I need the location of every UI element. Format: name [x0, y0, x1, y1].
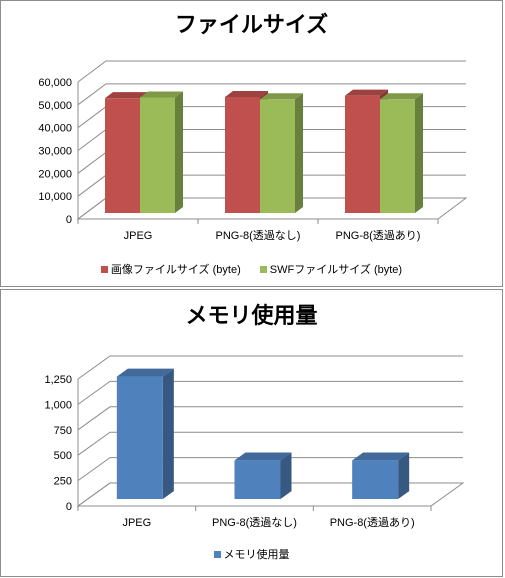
gridline — [77, 431, 463, 456]
y-tick-label: 40,000 — [38, 123, 72, 135]
file-size-chart-plot: 0 10,000 20,000 30,000 40,000 50,000 60,000 JPE… — [38, 60, 468, 242]
chart-legend: メモリ使用量 — [1, 546, 502, 562]
y-tick-label: 30,000 — [38, 146, 72, 158]
y-tick-label: 1,000 — [44, 399, 72, 411]
chart-title: ファイルサイズ — [174, 12, 329, 37]
bar-top — [345, 89, 388, 96]
legend-item-swf-size: SWFファイルサイズ (byte) — [259, 261, 403, 277]
bar-front — [380, 99, 415, 213]
gridline — [77, 380, 463, 405]
x-tick-label: PNG-8(透過あり) — [336, 229, 421, 242]
y-tick-label: 0 — [66, 501, 72, 513]
bar-top — [140, 91, 183, 98]
legend-swatch — [100, 265, 108, 273]
y-tick-label: 60,000 — [38, 77, 72, 89]
bar-2-1 — [380, 93, 423, 213]
chart-legend: 画像ファイルサイズ (byte) SWFファイルサイズ (byte) — [1, 261, 502, 277]
bar-side — [398, 452, 410, 499]
y-tick-label: 0 — [66, 214, 72, 226]
memory-usage-chart-panel: メモリ使用量 0 250 500 750 1,000 1,250 JPEG PNG-8(透過な… — [0, 289, 503, 577]
x-tick-label: JPEG — [122, 517, 151, 529]
x-tick-label: PNG-8(透過なし) — [212, 516, 297, 529]
gridline — [77, 457, 463, 482]
bar-side — [162, 368, 174, 499]
bar-0-0 — [116, 368, 174, 499]
gridline — [77, 406, 463, 431]
bar-1-1 — [260, 93, 303, 213]
y-tick-label: 50,000 — [38, 100, 72, 112]
chart-title: メモリ使用量 — [185, 303, 318, 328]
bar-front — [345, 95, 380, 213]
bar-1-0 — [234, 452, 292, 499]
x-tick-label: PNG-8(透過なし) — [216, 229, 301, 242]
x-tick-label: PNG-8(透過あり) — [330, 516, 415, 529]
bar-front — [116, 376, 163, 499]
y-tick-label: 20,000 — [38, 168, 72, 180]
bar-0-1 — [140, 91, 183, 213]
y-tick-label: 10,000 — [38, 191, 72, 203]
file-size-chart-panel: ファイルサイズ 0 10,000 20,000 30,000 40,000 50,000 6… — [0, 0, 503, 287]
y-tick-label: 750 — [54, 425, 72, 437]
x-tick-label: JPEG — [124, 230, 153, 242]
gridline — [77, 60, 466, 83]
memory-usage-chart-plot: 0 250 500 750 1,000 1,250 JPEG PNG-8(透過なし) PNG-8… — [44, 355, 465, 529]
bar-front — [225, 97, 260, 213]
y-tick-label: 500 — [54, 450, 72, 462]
gridline — [77, 355, 463, 380]
bar-front — [352, 460, 399, 499]
legend-swatch — [259, 265, 267, 273]
legend-item-image-size: 画像ファイルサイズ (byte) — [100, 261, 241, 277]
legend-label: メモリ使用量 — [223, 549, 290, 561]
y-tick-label: 1,250 — [44, 374, 72, 386]
bar-top — [234, 452, 292, 461]
bar-front — [260, 99, 295, 213]
bar-top — [105, 92, 148, 99]
bar-front — [105, 98, 140, 213]
gridline — [77, 482, 463, 507]
legend-label: 画像ファイルサイズ (byte) — [110, 264, 241, 276]
legend-label: SWFファイルサイズ (byte) — [269, 264, 403, 276]
bar-side — [295, 93, 303, 213]
bar-side — [415, 93, 423, 213]
bar-front — [234, 460, 281, 499]
bar-top — [225, 91, 268, 98]
gridline — [77, 83, 466, 106]
bar-top — [380, 93, 423, 100]
bar-front — [140, 97, 175, 213]
bar-2-0 — [352, 452, 410, 499]
bar-side — [280, 452, 292, 499]
bar-top — [116, 368, 174, 377]
bar-top — [260, 93, 303, 100]
y-tick-label: 250 — [54, 476, 72, 488]
legend-swatch — [213, 550, 221, 558]
bar-side — [175, 91, 183, 213]
bar-top — [352, 452, 410, 461]
legend-item-memory: メモリ使用量 — [213, 546, 290, 562]
